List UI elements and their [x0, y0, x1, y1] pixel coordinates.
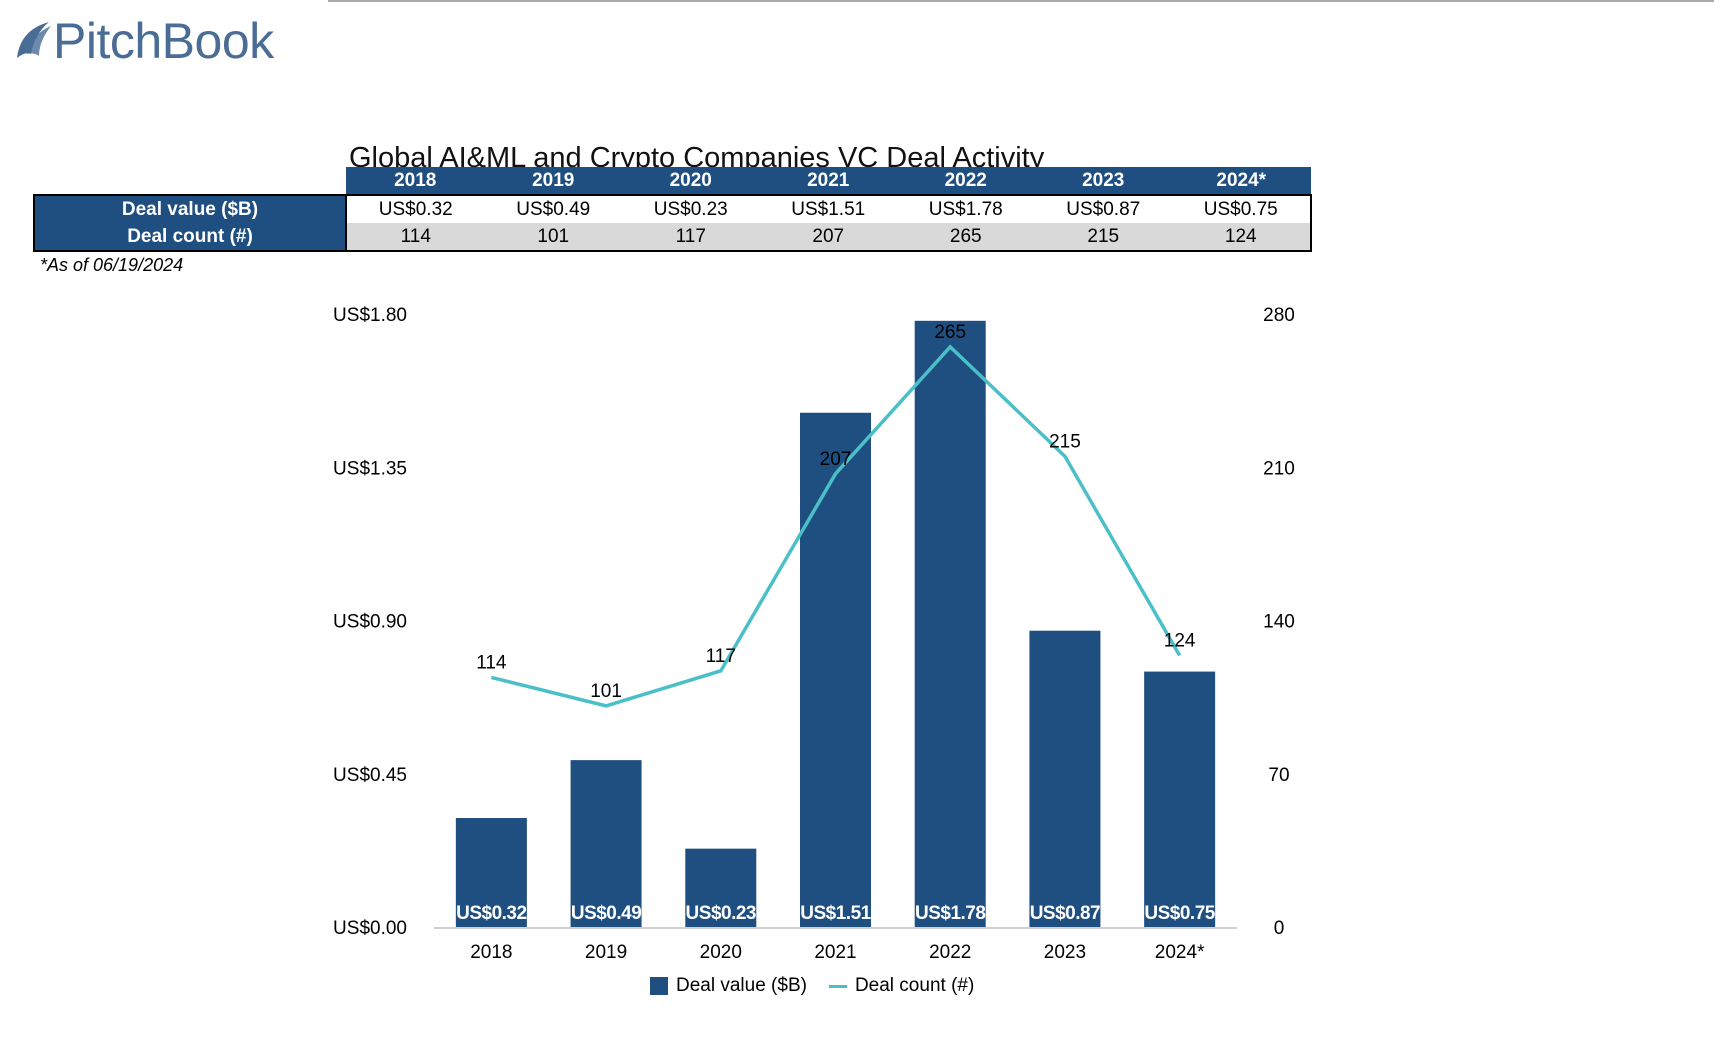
- table-cell: 124: [1172, 223, 1312, 251]
- right-axis-tick: 70: [1268, 765, 1289, 786]
- table-cell: US$0.49: [516, 198, 591, 220]
- bar: [685, 848, 757, 927]
- chart-title: Global AI&ML and Crypto Companies VC Dea…: [349, 142, 1045, 167]
- year-header: 2024*: [1172, 167, 1311, 195]
- bar-data-label: US$0.75: [1144, 903, 1215, 924]
- year-header: 2018: [346, 167, 485, 195]
- x-axis-tick: 2020: [700, 942, 742, 963]
- bar: [914, 320, 986, 927]
- x-axis-tick: 2024*: [1155, 942, 1205, 963]
- table-cell: 101: [484, 223, 622, 251]
- legend: Deal value ($B) Deal count (#): [650, 975, 974, 997]
- as-of-note: *As of 06/19/2024: [40, 255, 184, 275]
- x-axis-tick: 2021: [814, 942, 856, 963]
- bar-data-label: US$0.23: [686, 903, 756, 924]
- x-axis-tick: 2022: [929, 942, 971, 963]
- legend-bar-swatch: [650, 977, 668, 995]
- line-data-label: 265: [934, 322, 966, 343]
- table-cell: 215: [1034, 223, 1172, 251]
- table-cell: US$0.23: [653, 198, 728, 220]
- table-cell: US$0.87: [1066, 198, 1141, 220]
- year-header: 2023: [1034, 167, 1172, 195]
- line-data-label: 117: [706, 646, 736, 667]
- legend-line-swatch: [828, 984, 847, 988]
- left-axis-tick: US$1.80: [333, 305, 407, 326]
- left-axis-tick: US$0.45: [333, 765, 407, 786]
- right-axis-tick: 140: [1263, 612, 1295, 633]
- bar: [1144, 671, 1216, 927]
- left-axis-tick: US$1.35: [333, 458, 407, 479]
- bar-data-label: US$0.32: [456, 903, 526, 924]
- table-cell: US$1.51: [791, 198, 866, 220]
- bar-data-label: US$1.51: [800, 903, 871, 924]
- logo-mark-icon: [17, 22, 51, 58]
- right-axis-tick: 210: [1263, 458, 1295, 479]
- table-row: Deal value ($B) US$0.32 US$0.49 US$0.23 …: [33, 195, 1312, 223]
- table-cell: 207: [759, 223, 897, 251]
- bar-data-label: US$1.78: [915, 903, 985, 924]
- line-data-label: 215: [1049, 431, 1081, 452]
- x-axis-tick: 2023: [1044, 942, 1086, 963]
- x-axis-tick: 2019: [585, 942, 627, 963]
- line-data-label: 114: [476, 652, 507, 673]
- table-cell: US$0.32: [378, 198, 453, 220]
- table-cell: US$0.75: [1172, 195, 1312, 223]
- right-axis-tick: 0: [1274, 918, 1285, 939]
- year-header: 2019: [484, 167, 622, 195]
- table-row: Deal count (#) 114 101 117 207 265 215 1…: [33, 223, 1312, 251]
- bar-data-label: US$0.87: [1030, 903, 1100, 924]
- logo-text: PitchBook: [53, 13, 274, 69]
- pitchbook-logo: PitchBook: [13, 12, 274, 70]
- year-header: 2021: [759, 167, 897, 195]
- line-data-label: 207: [820, 449, 852, 470]
- table-cell: 117: [622, 223, 760, 251]
- deal-count-line: [490, 344, 1182, 708]
- legend-label: Deal count (#): [854, 975, 975, 996]
- bar: [455, 818, 527, 927]
- right-axis-tick: 280: [1263, 305, 1295, 326]
- year-header: 2022: [897, 167, 1035, 195]
- line-data-label: 101: [590, 681, 622, 702]
- x-axis-tick: 2018: [470, 942, 512, 963]
- bar: [570, 760, 642, 927]
- left-axis-tick: US$0.90: [333, 612, 407, 633]
- left-axis-tick: US$0.00: [333, 918, 407, 939]
- bar: [800, 412, 871, 927]
- row-label: Deal value ($B): [33, 195, 347, 223]
- table-cell: US$1.78: [928, 198, 1003, 220]
- row-label: Deal count (#): [33, 223, 347, 251]
- legend-label: Deal value ($B): [676, 975, 807, 996]
- data-table: 2018 2019 2020 2021 2022 2023 2024* Deal…: [33, 167, 1312, 252]
- table-cell: 114: [346, 223, 485, 251]
- table-cell: 265: [897, 223, 1035, 251]
- year-header: 2020: [622, 167, 760, 195]
- line-data-label: 124: [1164, 631, 1196, 652]
- bar-data-label: US$0.49: [571, 903, 641, 924]
- top-divider: [328, 0, 1714, 2]
- bar: [1029, 630, 1101, 927]
